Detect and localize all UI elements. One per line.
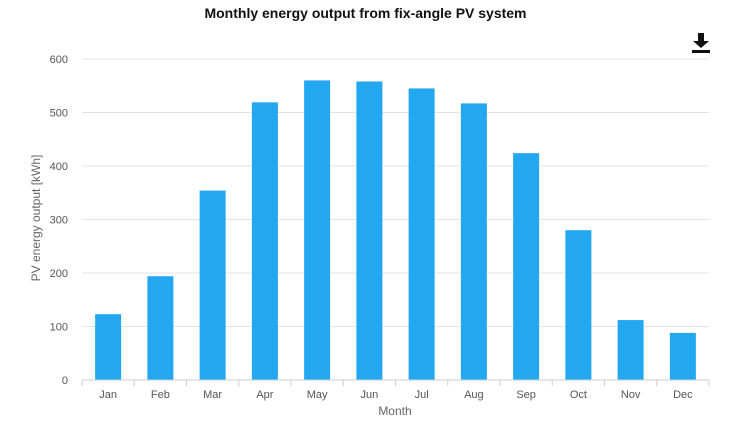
bar-feb bbox=[147, 276, 174, 380]
download-button[interactable] bbox=[689, 32, 713, 54]
y-tick-label: 500 bbox=[50, 108, 68, 120]
bar-jul bbox=[408, 88, 435, 381]
bar-oct bbox=[565, 230, 592, 380]
bar-sep bbox=[513, 153, 540, 380]
x-tick-label: Mar bbox=[203, 389, 222, 401]
x-tick-label: May bbox=[307, 389, 328, 401]
y-axis-ticks: 0 100 200 300 400 500 600 bbox=[50, 54, 68, 387]
bar-mar bbox=[199, 190, 226, 380]
x-axis-title: Month bbox=[378, 404, 411, 418]
x-tick-label: Sep bbox=[516, 389, 536, 401]
download-icon bbox=[692, 33, 710, 53]
x-tick-label: Feb bbox=[151, 389, 170, 401]
x-tick-label: Dec bbox=[673, 389, 693, 401]
y-tick-label: 200 bbox=[50, 268, 68, 280]
x-tick-label: Apr bbox=[256, 389, 273, 401]
x-tick-label: Jul bbox=[415, 389, 429, 401]
bar-dec bbox=[669, 332, 696, 380]
y-tick-label: 0 bbox=[62, 375, 68, 387]
y-axis-title: PV energy output [kWh] bbox=[29, 155, 43, 282]
y-tick-label: 400 bbox=[50, 161, 68, 173]
bar-jun bbox=[356, 81, 383, 380]
bar-jan bbox=[95, 314, 122, 380]
x-tick-label: Jan bbox=[99, 389, 117, 401]
y-tick-label: 300 bbox=[50, 215, 68, 227]
x-tick-label: Aug bbox=[464, 389, 484, 401]
bar-apr bbox=[251, 102, 278, 381]
y-tick-label: 100 bbox=[50, 322, 68, 334]
bar-nov bbox=[617, 320, 644, 380]
bars bbox=[95, 80, 696, 381]
y-tick-label: 600 bbox=[50, 54, 68, 66]
x-tick-label: Nov bbox=[621, 389, 641, 401]
x-tick-label: Oct bbox=[570, 389, 587, 401]
bar-may bbox=[304, 80, 331, 381]
chart-title: Monthly energy output from fix-angle PV … bbox=[204, 5, 527, 21]
gridlines bbox=[82, 58, 709, 327]
bar-aug bbox=[460, 103, 487, 380]
x-tick-label: Jun bbox=[361, 389, 379, 401]
x-axis: Jan Feb Mar Apr May Jun Jul Aug Sep Oct Nov Dec bbox=[81, 379, 710, 401]
